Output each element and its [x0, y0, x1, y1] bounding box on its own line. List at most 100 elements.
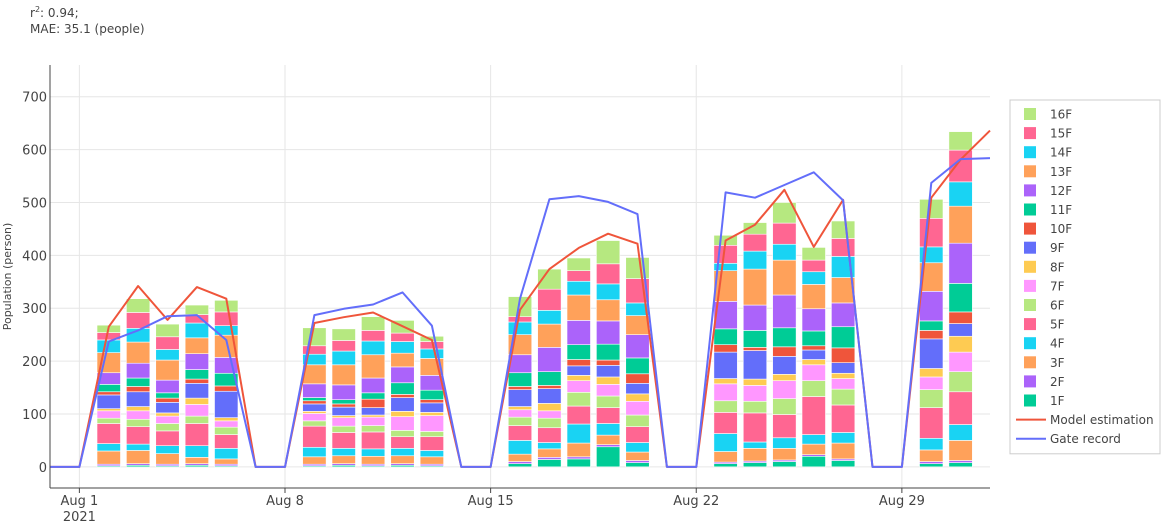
- bar-segment-8f: [919, 368, 944, 378]
- bar-segment-12f: [742, 304, 768, 331]
- bar-segment-4f: [302, 446, 327, 458]
- legend-swatch[interactable]: [1024, 318, 1036, 331]
- legend-label[interactable]: 8F: [1050, 260, 1065, 274]
- bar-segment-11f: [713, 328, 738, 346]
- bar-segment-9f: [507, 389, 533, 407]
- legend-swatch[interactable]: [1024, 203, 1036, 216]
- bar-segment-11f: [596, 343, 621, 361]
- legend-swatch[interactable]: [1024, 394, 1036, 407]
- bar-segment-9f: [419, 402, 444, 413]
- legend-label[interactable]: 10F: [1050, 222, 1072, 236]
- legend-swatch[interactable]: [1024, 184, 1036, 197]
- bar-segment-16f: [302, 327, 327, 347]
- bar-segment-11f: [948, 283, 973, 313]
- bar-segment-7f: [302, 413, 327, 422]
- legend-swatch[interactable]: [1024, 108, 1036, 120]
- legend-label[interactable]: 11F: [1050, 203, 1072, 217]
- bar-segment-11f: [184, 369, 209, 380]
- legend-swatch[interactable]: [1024, 356, 1036, 369]
- legend-label[interactable]: 6F: [1050, 299, 1065, 313]
- bar-segment-13f: [537, 323, 562, 348]
- legend-swatch[interactable]: [1024, 146, 1036, 159]
- bar-segment-12f: [919, 291, 944, 322]
- bar-segment-12f: [126, 362, 151, 379]
- bar-segment-15f: [155, 336, 180, 350]
- legend-label[interactable]: 12F: [1050, 184, 1072, 198]
- bar-segment-15f: [801, 259, 826, 273]
- bar-segment-4f: [96, 443, 121, 452]
- bar-segment-3f: [713, 451, 738, 463]
- r-squared-label: r: [30, 6, 35, 20]
- bar-segment-14f: [419, 348, 444, 359]
- legend-label[interactable]: 7F: [1050, 279, 1065, 293]
- y-tick-label: 100: [22, 408, 47, 423]
- bar-segment-7f: [801, 364, 826, 381]
- legend-label[interactable]: 5F: [1050, 318, 1065, 332]
- legend-swatch[interactable]: [1024, 241, 1036, 254]
- bar-segment-7f: [831, 378, 856, 390]
- bar-segment-3f: [126, 450, 151, 464]
- legend-label[interactable]: Model estimation: [1050, 413, 1154, 427]
- legend-label[interactable]: 16F: [1050, 108, 1072, 122]
- bar-segment-4f: [507, 440, 533, 455]
- bar-segment-3f: [772, 448, 797, 461]
- bar-segment-10f: [566, 359, 591, 367]
- bar-segment-7f: [361, 416, 386, 426]
- legend-label[interactable]: 13F: [1050, 165, 1072, 179]
- legend-label[interactable]: 14F: [1050, 146, 1072, 160]
- legend-label[interactable]: 2F: [1050, 375, 1065, 389]
- bar-segment-14f: [596, 283, 621, 301]
- legend-swatch[interactable]: [1024, 222, 1036, 235]
- bar-segment-7f: [507, 409, 533, 418]
- bar-segment-8f: [419, 412, 444, 416]
- bar-segment-10f: [919, 330, 944, 340]
- bar-segment-16f: [596, 240, 621, 265]
- bar-segment-8f: [772, 374, 797, 381]
- bar-segment-15f: [361, 330, 386, 342]
- bar-segment-10f: [596, 359, 621, 366]
- bar-segment-13f: [390, 352, 415, 368]
- bar-segment-15f: [537, 288, 562, 311]
- x-tick-sublabel: 2021: [63, 510, 96, 525]
- legend-swatch[interactable]: [1024, 260, 1036, 273]
- line-series: [50, 129, 991, 468]
- legend-label[interactable]: 9F: [1050, 241, 1065, 255]
- bar-segment-9f: [155, 402, 180, 414]
- bar-segment-1f: [507, 463, 533, 468]
- y-tick-label: 500: [22, 196, 47, 211]
- bar-segment-12f: [566, 320, 591, 346]
- bar-segment-12f: [331, 384, 356, 400]
- legend-label[interactable]: Gate record: [1050, 432, 1121, 446]
- legend-swatch[interactable]: [1024, 337, 1036, 350]
- legend-swatch[interactable]: [1024, 299, 1036, 311]
- bar-segment-5f: [390, 436, 415, 449]
- bar-segment-14f: [507, 321, 533, 335]
- bar-segment-16f: [155, 323, 180, 338]
- bar-segment-11f: [537, 371, 562, 386]
- r-squared-superscript: 2: [34, 5, 41, 14]
- bar-segment-8f: [713, 378, 738, 385]
- legend-swatch[interactable]: [1024, 165, 1036, 178]
- bar-segment-10f: [419, 399, 444, 404]
- legend-label[interactable]: 3F: [1050, 356, 1065, 370]
- bar-segment-14f: [537, 310, 562, 325]
- bar-segment-3f: [331, 455, 356, 464]
- bar-segment-2f: [537, 457, 562, 460]
- legend-swatch[interactable]: [1024, 279, 1036, 292]
- bar-segment-3f: [831, 442, 856, 460]
- bar-segment-11f: [361, 392, 386, 400]
- legend-swatch[interactable]: [1024, 375, 1036, 388]
- bar-segment-16f: [742, 222, 768, 235]
- bar-segment-9f: [713, 351, 738, 379]
- legend-label[interactable]: 4F: [1050, 337, 1065, 351]
- bar-segment-8f: [155, 412, 180, 417]
- bar-segment-16f: [361, 316, 386, 331]
- legend-swatch[interactable]: [1024, 127, 1036, 140]
- bar-segment-10f: [772, 346, 797, 357]
- legend-label[interactable]: 1F: [1050, 394, 1065, 408]
- bar-segment-9f: [742, 350, 768, 380]
- legend-label[interactable]: 15F: [1050, 127, 1072, 141]
- bar-segment-10f: [155, 397, 180, 403]
- bar-segment-9f: [214, 390, 239, 418]
- bar-segment-5f: [361, 431, 386, 450]
